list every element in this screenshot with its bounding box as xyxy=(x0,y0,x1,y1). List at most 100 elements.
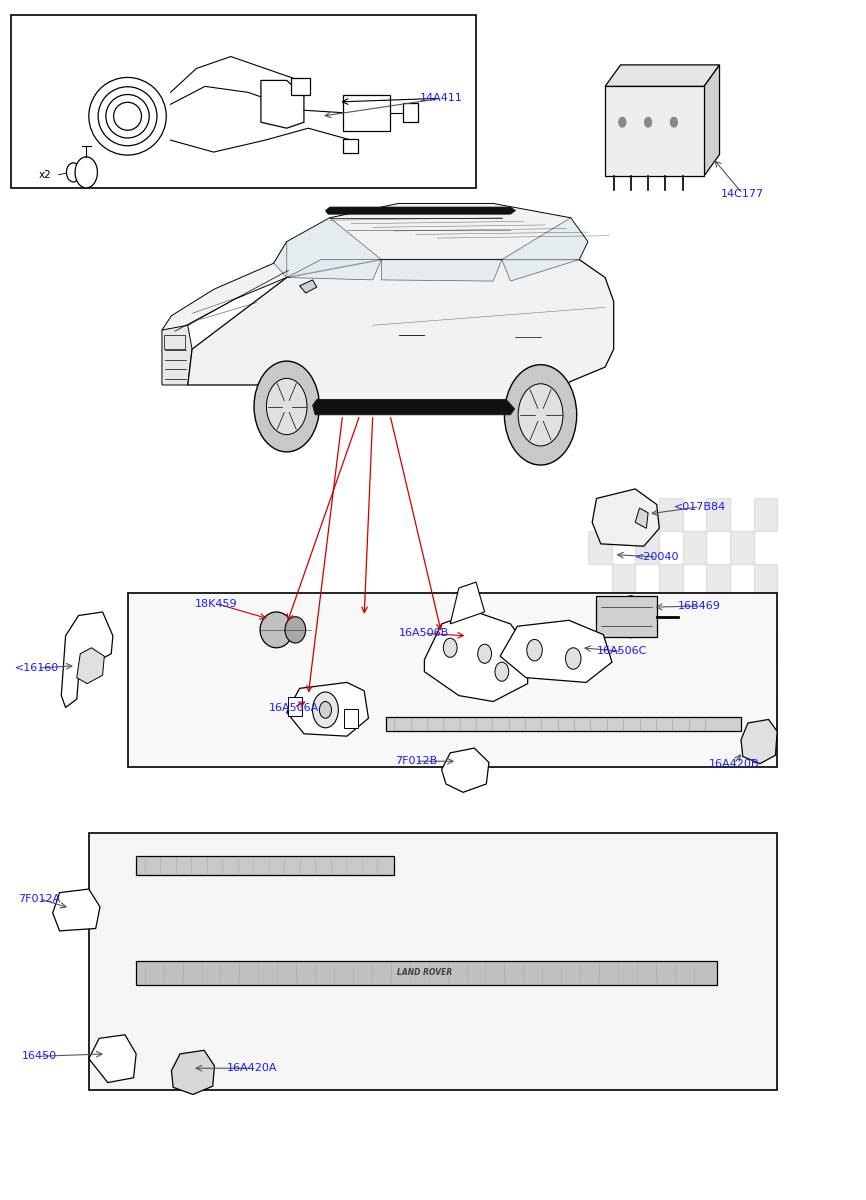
Text: 7F012A: 7F012A xyxy=(18,894,60,904)
Bar xyxy=(611,498,635,532)
Polygon shape xyxy=(635,508,648,528)
Circle shape xyxy=(644,118,651,127)
Bar xyxy=(89,833,777,1090)
Polygon shape xyxy=(501,217,588,281)
Bar xyxy=(706,696,730,728)
Polygon shape xyxy=(162,325,192,385)
Bar xyxy=(753,498,777,532)
Text: 18K459: 18K459 xyxy=(195,599,237,608)
Ellipse shape xyxy=(285,617,306,643)
Polygon shape xyxy=(605,65,720,86)
Text: 16A506C: 16A506C xyxy=(598,647,648,656)
Polygon shape xyxy=(287,683,368,736)
Bar xyxy=(343,139,359,154)
Bar xyxy=(706,498,730,532)
Text: x2: x2 xyxy=(39,169,52,180)
Circle shape xyxy=(504,365,577,466)
Polygon shape xyxy=(385,718,741,731)
Circle shape xyxy=(75,157,98,188)
Text: 14A411: 14A411 xyxy=(420,94,463,103)
Bar xyxy=(588,728,611,761)
Circle shape xyxy=(518,384,563,446)
Bar xyxy=(659,564,682,598)
Bar xyxy=(611,564,635,598)
Polygon shape xyxy=(592,488,659,546)
Circle shape xyxy=(495,662,508,682)
Bar xyxy=(403,103,418,122)
Bar xyxy=(706,630,730,662)
Polygon shape xyxy=(274,204,588,277)
Text: 7F012B: 7F012B xyxy=(395,756,437,767)
Text: 16A506A: 16A506A xyxy=(268,702,319,713)
Polygon shape xyxy=(442,748,489,792)
Circle shape xyxy=(670,118,677,127)
Circle shape xyxy=(565,648,581,670)
Bar xyxy=(345,709,359,728)
Circle shape xyxy=(313,692,339,728)
Polygon shape xyxy=(741,720,777,763)
Bar xyxy=(588,662,611,696)
Text: 16450: 16450 xyxy=(22,1051,56,1061)
Ellipse shape xyxy=(620,596,642,637)
Bar xyxy=(730,662,753,696)
Polygon shape xyxy=(89,1034,136,1082)
Bar xyxy=(11,14,476,188)
Circle shape xyxy=(320,702,332,719)
Circle shape xyxy=(267,378,307,434)
Circle shape xyxy=(443,638,457,658)
Bar xyxy=(611,696,635,728)
Bar xyxy=(291,78,310,95)
Bar xyxy=(288,697,302,716)
Bar xyxy=(164,335,185,349)
Text: <017B84: <017B84 xyxy=(674,502,726,512)
Polygon shape xyxy=(188,259,614,409)
Text: c a r   p a r t s: c a r p a r t s xyxy=(251,661,408,682)
Text: 16B469: 16B469 xyxy=(678,601,721,611)
Bar xyxy=(588,532,611,564)
Polygon shape xyxy=(300,280,317,293)
Bar xyxy=(597,596,656,637)
Bar xyxy=(682,598,706,630)
Text: 16A420B: 16A420B xyxy=(709,758,759,769)
Bar xyxy=(730,728,753,761)
Circle shape xyxy=(67,163,81,182)
Text: <16160: <16160 xyxy=(15,664,59,673)
Bar xyxy=(127,593,777,767)
Polygon shape xyxy=(261,80,304,128)
Bar xyxy=(605,86,704,176)
Text: 16A420A: 16A420A xyxy=(227,1063,278,1073)
Bar xyxy=(706,564,730,598)
Bar xyxy=(588,598,611,630)
Bar xyxy=(635,598,659,630)
Bar xyxy=(659,498,682,532)
Polygon shape xyxy=(61,612,113,708)
Polygon shape xyxy=(381,259,501,281)
Polygon shape xyxy=(274,217,381,277)
Bar xyxy=(343,95,390,131)
Polygon shape xyxy=(171,1050,215,1094)
Text: <20040: <20040 xyxy=(635,552,679,562)
Polygon shape xyxy=(313,400,514,415)
Bar xyxy=(753,696,777,728)
Circle shape xyxy=(254,361,320,452)
Polygon shape xyxy=(77,648,104,684)
Bar xyxy=(635,662,659,696)
Polygon shape xyxy=(326,208,515,214)
Polygon shape xyxy=(53,889,100,931)
Circle shape xyxy=(527,640,542,661)
Bar xyxy=(730,598,753,630)
Text: 14C177: 14C177 xyxy=(721,188,765,199)
Polygon shape xyxy=(287,259,381,280)
Text: LAND ROVER: LAND ROVER xyxy=(397,968,452,977)
Bar xyxy=(611,630,635,662)
Bar xyxy=(659,630,682,662)
Polygon shape xyxy=(136,961,717,985)
Polygon shape xyxy=(500,620,612,683)
Polygon shape xyxy=(704,65,720,176)
Bar xyxy=(635,728,659,761)
Bar xyxy=(682,662,706,696)
Bar xyxy=(635,532,659,564)
Polygon shape xyxy=(450,582,485,624)
Bar xyxy=(659,696,682,728)
Polygon shape xyxy=(424,612,527,702)
